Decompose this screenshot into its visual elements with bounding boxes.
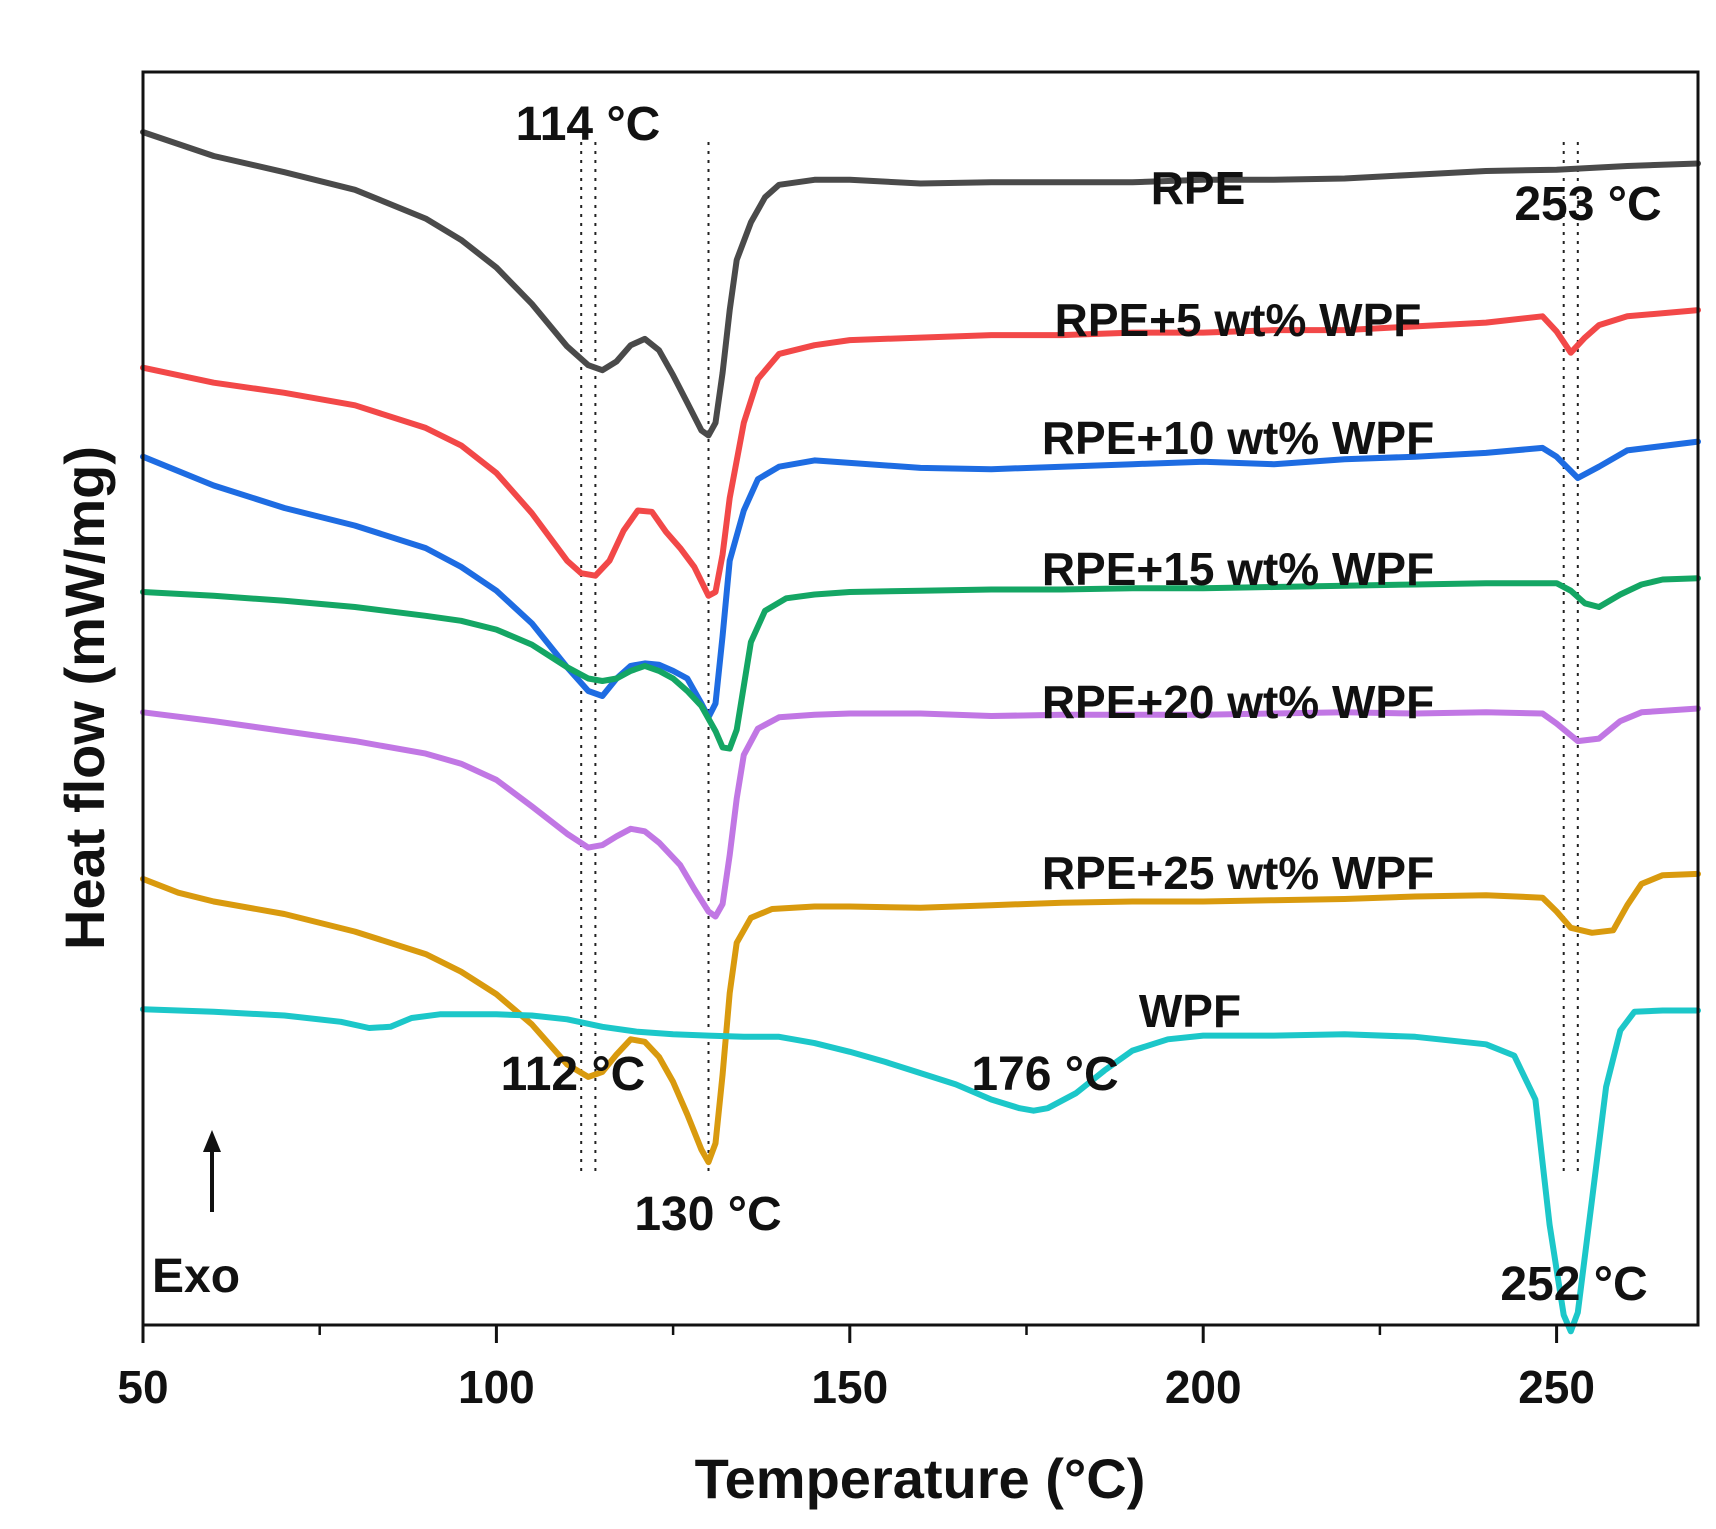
- y-axis-title: Heat flow (mW/mg): [53, 446, 116, 950]
- x-axis-title: Temperature (°C): [695, 1447, 1146, 1510]
- exo-indicator: Exo: [152, 1130, 240, 1303]
- series-label-rpe-15: RPE+15 wt% WPF: [1042, 543, 1434, 595]
- series-lines: [140, 129, 1701, 1335]
- series-label-rpe-10: RPE+10 wt% WPF: [1042, 412, 1434, 464]
- series-label-wpf: WPF: [1139, 985, 1241, 1037]
- exo-label: Exo: [152, 1250, 240, 1303]
- x-tick-label-250: 250: [1518, 1361, 1595, 1413]
- x-tick-label-200: 200: [1165, 1361, 1242, 1413]
- x-tick-label-150: 150: [811, 1361, 888, 1413]
- series-line-rpe-20-wt-wpf: [140, 705, 1701, 920]
- series-label-rpe-20: RPE+20 wt% WPF: [1042, 676, 1434, 728]
- peak-label-112: 112 °C: [501, 1048, 646, 1101]
- series-line-wpf: [140, 1006, 1701, 1335]
- plot-frame: [141, 70, 1700, 1327]
- x-axis-ticks: 50 100 150 200 250: [117, 1325, 1595, 1413]
- series-labels: RPE RPE+5 wt% WPF RPE+10 wt% WPF RPE+15 …: [1042, 162, 1434, 1037]
- peak-label-114: 114 °C: [516, 98, 661, 151]
- peak-label-176: 176 °C: [971, 1048, 1118, 1101]
- series-label-rpe: RPE: [1151, 162, 1246, 214]
- series-label-rpe-25: RPE+25 wt% WPF: [1042, 847, 1434, 899]
- series-line-rpe: [140, 129, 1701, 439]
- series-line-rpe-5-wt-wpf: [140, 307, 1701, 599]
- series-line-rpe-25-wt-wpf: [140, 870, 1701, 1166]
- peak-label-130: 130 °C: [634, 1188, 781, 1241]
- guide-lines: [580, 142, 1579, 1175]
- peak-label-252: 252 °C: [1500, 1258, 1647, 1311]
- series-line-rpe-10-wt-wpf: [140, 438, 1701, 721]
- peak-label-253: 253 °C: [1514, 178, 1661, 231]
- x-tick-label-50: 50: [117, 1361, 168, 1413]
- exo-arrow-icon: [203, 1130, 221, 1152]
- peak-annotations: 114 °C 112 °C 130 °C 176 °C 253 °C 252 °…: [501, 98, 1662, 1311]
- x-tick-label-100: 100: [458, 1361, 535, 1413]
- series-label-rpe-5: RPE+5 wt% WPF: [1055, 294, 1422, 346]
- series-line-rpe-15-wt-wpf: [140, 575, 1701, 752]
